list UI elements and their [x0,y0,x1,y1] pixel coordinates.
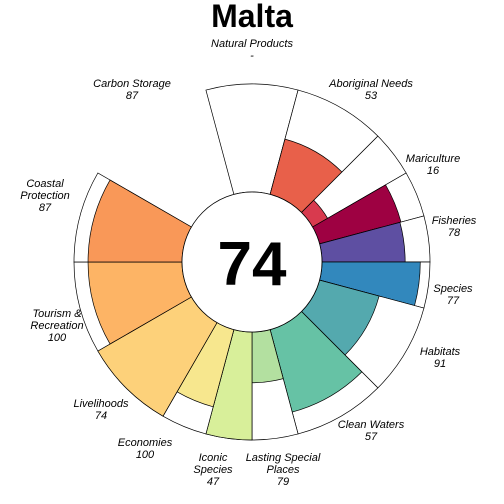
petal-label: Iconic Species 47 [193,452,233,488]
petal-label-name: Lasting Special [246,452,321,464]
petal-label-value: 87 [126,90,139,102]
petal-label-name: Natural Products [211,38,293,50]
petal-label-name: Clean Waters [338,419,405,431]
petal-label-value: 53 [365,90,378,102]
petal-group [73,83,431,441]
petal-label-value: 77 [447,295,460,307]
petal-label: Economies 100 [118,437,173,461]
petal-label-name: Aboriginal Needs [328,78,413,90]
petal-label-name: Recreation [30,320,83,332]
petal-label-name: Iconic [199,452,228,464]
petal-label-name: Species [193,464,233,476]
petal-label-value: 100 [136,449,155,461]
center-score: 74 [218,230,287,299]
petal-label-value: 47 [207,476,220,488]
petal-label: Aboriginal Needs 53 [328,78,413,102]
petal-label-name: Tourism & [32,308,81,320]
petal-label-name: Economies [118,437,173,449]
center-circle [181,191,323,333]
petal-label-value: 16 [427,165,440,177]
petal-label: Coastal Protection 87 [20,178,70,214]
petal-label: Mariculture 16 [406,153,460,177]
petal-label-name: Livelihoods [73,398,129,410]
petal-fill [87,179,192,263]
petal-label-value: 87 [39,202,52,214]
petal-label-name: Habitats [420,346,461,358]
label-group: Natural Products - Aboriginal Needs 53 Maric… [20,38,477,488]
petal-label: Species 77 [433,283,473,307]
petal-label-value: 79 [277,476,289,488]
petal-label-value: 91 [434,358,446,370]
petal-label: Natural Products - [211,38,293,62]
petal-label-name: Coastal [26,178,64,190]
petal-label-name: Fisheries [432,215,477,227]
petal-label: Tourism & Recreation 100 [30,308,83,344]
petal-label-value: 100 [48,332,67,344]
petal-label-value: 57 [365,431,378,443]
petal-label-name: Species [433,283,473,295]
petal-label: Clean Waters 57 [338,419,405,443]
petal-label-value: - [250,50,254,62]
petal-label-name: Protection [20,190,70,202]
petal-label-value: 78 [448,227,461,239]
petal-label: Carbon Storage 87 [93,78,171,102]
petal-label-name: Places [266,464,300,476]
chart-title: Malta [211,0,293,34]
petal-label: Fisheries 78 [432,215,477,239]
petal-label-value: 74 [95,410,107,422]
petal-label: Lasting Special Places 79 [246,452,321,488]
petal-label-name: Mariculture [406,153,460,165]
petal-label: Habitats 91 [420,346,461,370]
petal-label-name: Carbon Storage [93,78,171,90]
petal-label: Livelihoods 74 [73,398,129,422]
